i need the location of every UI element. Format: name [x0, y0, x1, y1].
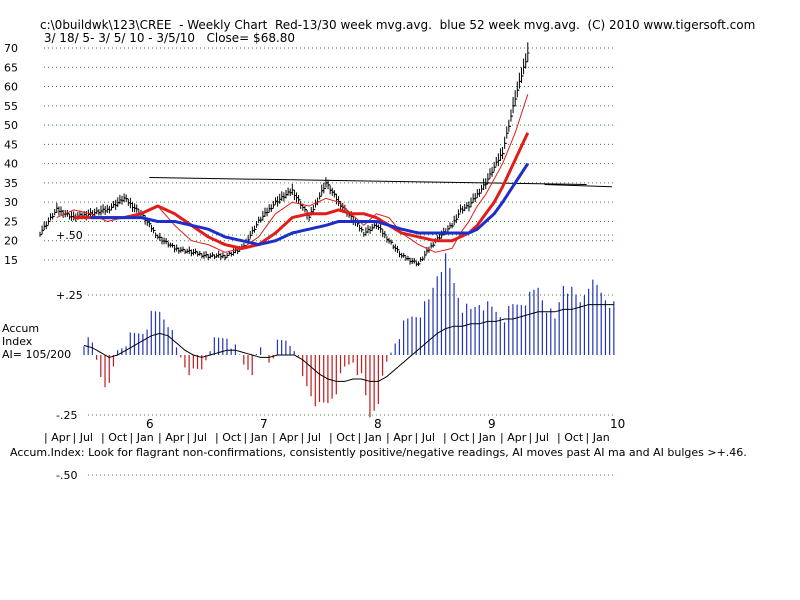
resistance-lines [149, 177, 612, 188]
resistance-line [149, 177, 587, 185]
price-y-tick: 50 [4, 119, 18, 132]
year-tick: 9 [488, 417, 496, 431]
month-tick: | Apr [500, 431, 527, 444]
year-tick: 6 [146, 417, 154, 431]
month-tick: | Jul [529, 431, 549, 444]
ma-line [56, 94, 529, 253]
month-tick: | Jan [586, 431, 610, 444]
month-tick: | Jan [130, 431, 154, 444]
price-y-tick: 20 [4, 235, 18, 248]
year-tick: 7 [260, 417, 268, 431]
price-y-tick: 45 [4, 138, 18, 151]
chart-subtitle: 3/ 18/ 5- 3/ 5/ 10 - 3/5/10 Close= $68.8… [40, 31, 295, 45]
ma-line [73, 132, 530, 250]
price-y-tick: 15 [4, 254, 18, 267]
month-tick: | Oct [329, 431, 356, 444]
price-y-tick: 30 [4, 196, 18, 209]
month-tick: | Jul [73, 431, 93, 444]
month-tick: | Jul [301, 431, 321, 444]
accum-y-tick: +.25 [56, 289, 83, 302]
year-tick: 8 [374, 417, 382, 431]
price-y-tick: 55 [4, 100, 18, 113]
price-y-tick: 70 [4, 42, 18, 55]
ai-value-label: AI= 105/200 [2, 348, 71, 361]
ma-line [90, 162, 530, 247]
month-tick: | Jul [187, 431, 207, 444]
month-axis: | Apr | Jul | Oct | Jan | Apr | Jul | Oct | Jan… [44, 431, 610, 444]
accum-y-ticks: +.50 +.25 -.25 -.50 [56, 229, 83, 482]
price-y-tick: 35 [4, 177, 18, 190]
chart-title: c:\0buildwk\123\CREE - Weekly Chart Red-… [40, 18, 755, 32]
price-y-tick: 40 [4, 158, 18, 171]
price-y-tick: 60 [4, 81, 18, 94]
price-y-ticks: 70 65 60 55 50 45 40 35 30 25 20 15 [4, 42, 18, 267]
month-tick: | Apr [44, 431, 71, 444]
month-tick: | Jan [472, 431, 496, 444]
accum-y-tick: -.25 [56, 409, 77, 422]
month-tick: | Jul [415, 431, 435, 444]
year-tick: 10 [610, 417, 625, 431]
price-grid [44, 47, 614, 261]
month-tick: | Apr [386, 431, 413, 444]
month-tick: | Apr [158, 431, 185, 444]
accum-histogram [83, 253, 615, 418]
month-tick: | Oct [215, 431, 242, 444]
index-label: Index [2, 335, 33, 348]
month-tick: | Oct [557, 431, 584, 444]
accum-ma-line [83, 304, 614, 382]
moving-averages [56, 94, 530, 253]
accum-label: Accum [2, 322, 39, 335]
month-tick: | Apr [272, 431, 299, 444]
year-axis: 6 7 8 9 10 [146, 417, 625, 431]
month-tick: | Oct [443, 431, 470, 444]
resistance-line [544, 183, 612, 188]
month-tick: | Jan [244, 431, 268, 444]
accum-y-tick: +.50 [56, 229, 83, 242]
month-tick: | Oct [101, 431, 128, 444]
accum-y-tick: -.50 [56, 469, 77, 482]
month-tick: | Jan [358, 431, 382, 444]
price-y-tick: 25 [4, 215, 18, 228]
footer-note: Accum.Index: Look for flagrant non-confi… [10, 446, 747, 459]
accum-ma-line [83, 304, 614, 382]
price-y-tick: 65 [4, 61, 18, 74]
